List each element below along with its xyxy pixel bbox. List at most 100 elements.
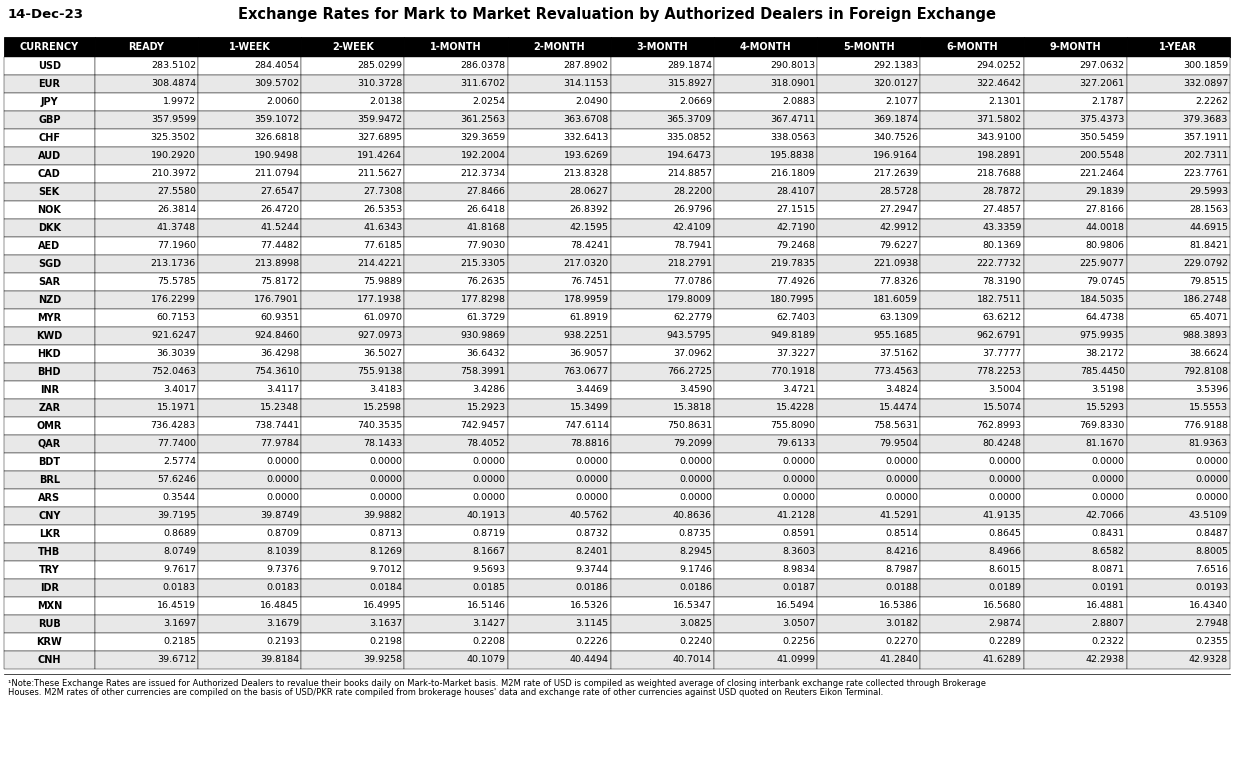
Text: QAR: QAR	[38, 439, 60, 449]
Text: 27.5580: 27.5580	[157, 188, 196, 197]
Bar	[4, 597, 95, 615]
Bar	[1127, 579, 1230, 597]
Bar	[611, 615, 714, 633]
Bar	[507, 219, 611, 237]
Text: 361.2563: 361.2563	[460, 116, 506, 124]
Bar	[95, 345, 197, 363]
Text: 0.2240: 0.2240	[679, 638, 712, 646]
Bar	[507, 147, 611, 165]
Text: 309.5702: 309.5702	[254, 80, 299, 89]
Bar	[95, 525, 197, 543]
Bar	[95, 309, 197, 327]
Bar	[611, 525, 714, 543]
Bar	[507, 471, 611, 489]
Text: DKK: DKK	[38, 223, 60, 233]
Text: 0.0000: 0.0000	[1092, 493, 1125, 503]
Text: 357.9599: 357.9599	[151, 116, 196, 124]
Text: 36.3039: 36.3039	[157, 350, 196, 358]
Text: 3.4183: 3.4183	[369, 385, 402, 394]
Text: 0.2289: 0.2289	[988, 638, 1022, 646]
Text: CHF: CHF	[38, 133, 60, 143]
Bar	[405, 507, 507, 525]
Text: 742.9457: 742.9457	[460, 422, 506, 431]
Bar	[1023, 345, 1127, 363]
Bar	[1023, 183, 1127, 201]
Bar	[817, 37, 921, 57]
Bar	[714, 543, 817, 561]
Text: 40.1079: 40.1079	[466, 655, 506, 665]
Bar	[507, 75, 611, 93]
Bar	[405, 633, 507, 651]
Bar	[1023, 471, 1127, 489]
Bar	[4, 201, 95, 219]
Text: 0.0000: 0.0000	[369, 493, 402, 503]
Text: 40.4494: 40.4494	[570, 655, 608, 665]
Bar	[714, 75, 817, 93]
Text: 75.8172: 75.8172	[260, 277, 299, 286]
Bar	[507, 489, 611, 507]
Text: 222.7732: 222.7732	[976, 259, 1022, 269]
Text: 0.0000: 0.0000	[885, 493, 918, 503]
Text: 0.0000: 0.0000	[1195, 458, 1228, 466]
Text: 41.2128: 41.2128	[776, 512, 816, 520]
Text: 3.4469: 3.4469	[575, 385, 608, 394]
Text: 770.1918: 770.1918	[770, 367, 816, 377]
Bar	[507, 453, 611, 471]
Text: 75.9889: 75.9889	[363, 277, 402, 286]
Bar	[95, 291, 197, 309]
Bar	[714, 255, 817, 273]
Bar	[1023, 147, 1127, 165]
Bar	[714, 633, 817, 651]
Bar	[1127, 453, 1230, 471]
Bar	[507, 381, 611, 399]
Bar	[921, 399, 1023, 417]
Bar	[611, 435, 714, 453]
Text: 311.6702: 311.6702	[460, 80, 506, 89]
Text: 41.9135: 41.9135	[982, 512, 1022, 520]
Bar	[301, 111, 405, 129]
Bar	[507, 37, 611, 57]
Text: 0.8732: 0.8732	[575, 530, 608, 539]
Text: 1.9972: 1.9972	[163, 97, 196, 107]
Text: 755.8090: 755.8090	[770, 422, 816, 431]
Bar	[921, 219, 1023, 237]
Bar	[714, 615, 817, 633]
Bar	[817, 399, 921, 417]
Bar	[405, 543, 507, 561]
Bar	[95, 615, 197, 633]
Text: 219.7835: 219.7835	[770, 259, 816, 269]
Bar	[4, 147, 95, 165]
Bar	[301, 417, 405, 435]
Bar	[611, 255, 714, 273]
Bar	[921, 597, 1023, 615]
Bar	[301, 93, 405, 111]
Text: NZD: NZD	[38, 295, 60, 305]
Text: BRL: BRL	[38, 475, 60, 485]
Bar	[507, 165, 611, 183]
Text: 2.0883: 2.0883	[782, 97, 816, 107]
Bar	[197, 561, 301, 579]
Bar	[4, 507, 95, 525]
Text: 754.3610: 754.3610	[254, 367, 299, 377]
Bar	[1023, 93, 1127, 111]
Bar	[1127, 489, 1230, 507]
Text: 78.4241: 78.4241	[570, 242, 608, 250]
Bar	[921, 579, 1023, 597]
Text: 15.3818: 15.3818	[673, 404, 712, 412]
Text: 78.4052: 78.4052	[466, 439, 506, 449]
Bar	[817, 471, 921, 489]
Bar	[301, 273, 405, 291]
Text: 924.8460: 924.8460	[254, 331, 299, 340]
Bar	[817, 57, 921, 75]
Bar	[197, 37, 301, 57]
Text: 755.9138: 755.9138	[357, 367, 402, 377]
Text: 15.5293: 15.5293	[1086, 404, 1125, 412]
Text: 2.0060: 2.0060	[267, 97, 299, 107]
Bar	[1127, 525, 1230, 543]
Text: 26.5353: 26.5353	[363, 205, 402, 215]
Text: 930.9869: 930.9869	[460, 331, 506, 340]
Text: RUB: RUB	[38, 619, 60, 629]
Bar	[611, 201, 714, 219]
Bar	[921, 507, 1023, 525]
Bar	[301, 183, 405, 201]
